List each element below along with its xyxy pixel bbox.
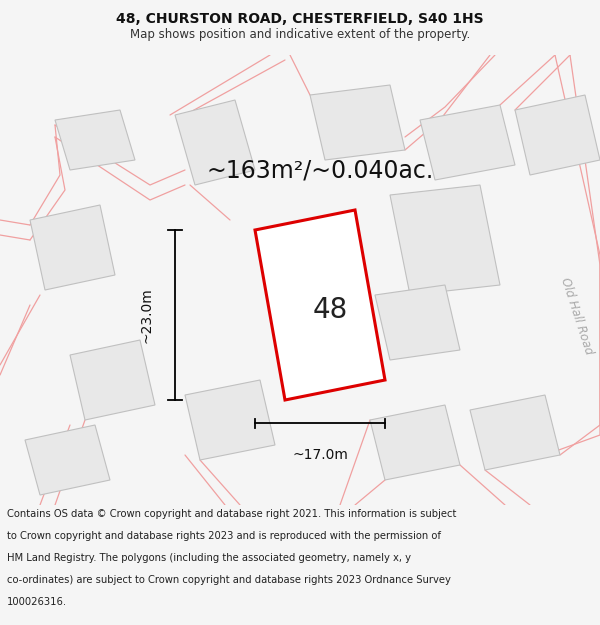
Text: Old Hall Road: Old Hall Road — [559, 276, 596, 356]
Text: HM Land Registry. The polygons (including the associated geometry, namely x, y: HM Land Registry. The polygons (includin… — [7, 553, 411, 563]
Text: 48, CHURSTON ROAD, CHESTERFIELD, S40 1HS: 48, CHURSTON ROAD, CHESTERFIELD, S40 1HS — [116, 12, 484, 26]
Text: Contains OS data © Crown copyright and database right 2021. This information is : Contains OS data © Crown copyright and d… — [7, 509, 457, 519]
Text: 48: 48 — [313, 296, 347, 324]
Polygon shape — [370, 405, 460, 480]
Polygon shape — [420, 105, 515, 180]
Polygon shape — [255, 210, 385, 400]
Polygon shape — [390, 185, 500, 295]
Polygon shape — [470, 395, 560, 470]
Polygon shape — [55, 110, 135, 170]
Polygon shape — [515, 95, 600, 175]
Polygon shape — [185, 380, 275, 460]
Text: Map shows position and indicative extent of the property.: Map shows position and indicative extent… — [130, 28, 470, 41]
Polygon shape — [70, 340, 155, 420]
Polygon shape — [375, 285, 460, 360]
Text: ~163m²/~0.040ac.: ~163m²/~0.040ac. — [206, 158, 434, 182]
Polygon shape — [175, 100, 255, 185]
Polygon shape — [25, 425, 110, 495]
Polygon shape — [310, 85, 405, 160]
Polygon shape — [30, 205, 115, 290]
Text: ~23.0m: ~23.0m — [139, 287, 153, 343]
Text: 100026316.: 100026316. — [7, 598, 67, 608]
Text: to Crown copyright and database rights 2023 and is reproduced with the permissio: to Crown copyright and database rights 2… — [7, 531, 441, 541]
Text: ~17.0m: ~17.0m — [292, 448, 348, 462]
Text: co-ordinates) are subject to Crown copyright and database rights 2023 Ordnance S: co-ordinates) are subject to Crown copyr… — [7, 575, 451, 585]
